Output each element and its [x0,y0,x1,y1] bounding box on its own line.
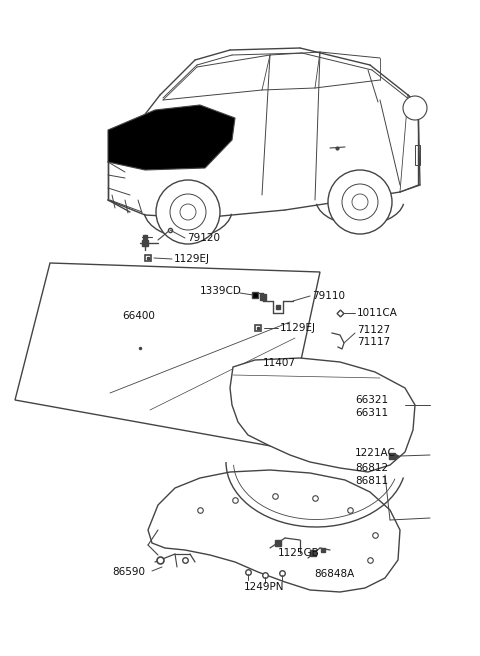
Text: 11407: 11407 [263,358,296,368]
Circle shape [403,96,427,120]
Text: 1129EJ: 1129EJ [174,254,210,264]
Circle shape [180,204,196,220]
Text: 66321: 66321 [355,395,388,405]
Text: 1125GB: 1125GB [278,548,320,558]
Text: 86812: 86812 [355,463,388,473]
Text: 71127: 71127 [357,325,390,335]
Polygon shape [415,145,420,165]
Text: 1339CD: 1339CD [200,286,242,296]
Circle shape [170,194,206,230]
Circle shape [408,101,422,115]
Text: 66400: 66400 [122,311,155,321]
Text: 1129EJ: 1129EJ [280,323,316,333]
Polygon shape [148,470,400,592]
Text: 66311: 66311 [355,408,388,418]
Circle shape [328,170,392,234]
Text: 1011CA: 1011CA [357,308,398,318]
Text: 71117: 71117 [357,337,390,347]
Text: 79120: 79120 [187,233,220,243]
Circle shape [156,180,220,244]
Text: 1221AC: 1221AC [355,448,396,458]
Text: 86848A: 86848A [314,569,354,579]
Circle shape [352,194,368,210]
Text: 79110: 79110 [312,291,345,301]
Text: 86811: 86811 [355,476,388,486]
Polygon shape [108,105,235,170]
Text: 1249PN: 1249PN [244,582,285,592]
Text: 86590: 86590 [112,567,145,577]
Polygon shape [230,358,415,472]
Circle shape [342,184,378,220]
Polygon shape [15,263,320,448]
